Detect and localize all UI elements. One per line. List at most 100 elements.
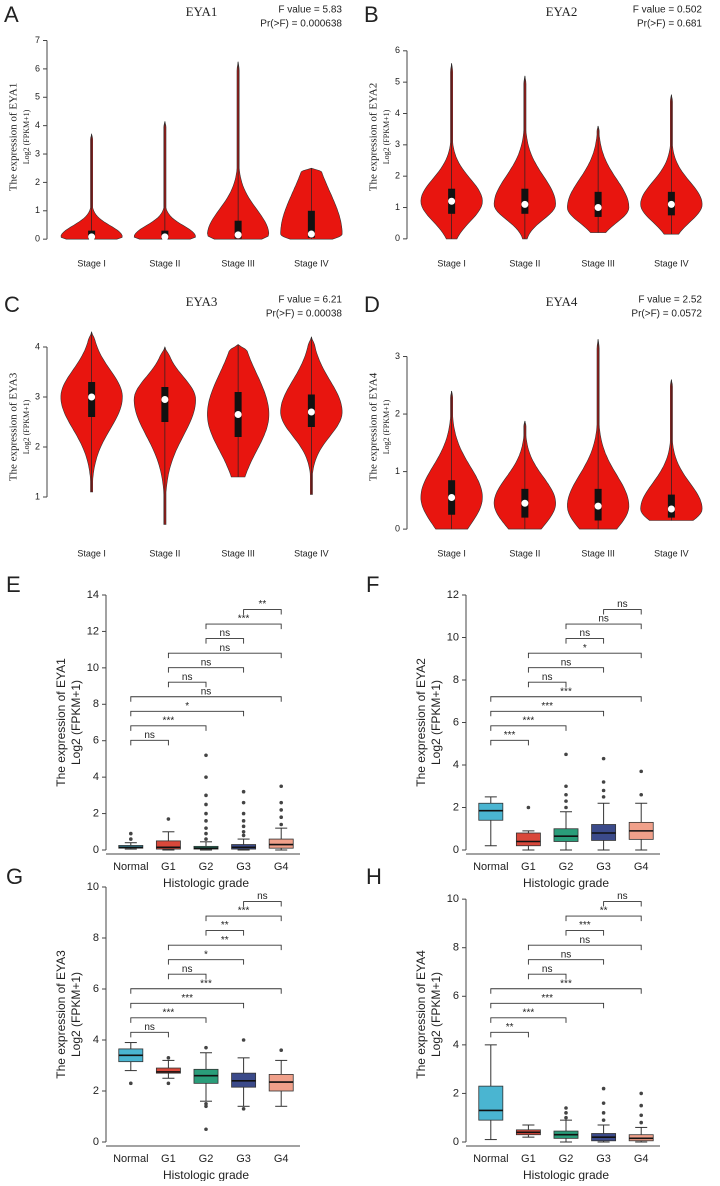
y-tick-label: 1 xyxy=(35,491,40,501)
outlier xyxy=(204,802,208,807)
annotation: Pr(>F) = 0.0572 xyxy=(631,309,702,320)
annotation: F value = 5.83 xyxy=(278,5,342,16)
outlier xyxy=(241,1107,246,1111)
outlier xyxy=(241,1038,246,1042)
y-tick-label: 4 xyxy=(453,1039,459,1051)
x-tick-label: G2 xyxy=(559,1153,574,1165)
significance-bracket xyxy=(167,973,207,980)
significance-bracket xyxy=(603,901,642,907)
y-tick-label: 0 xyxy=(395,523,400,533)
significance-label: ns xyxy=(201,657,212,668)
significance-bracket xyxy=(527,652,642,659)
annotation: F value = 2.52 xyxy=(638,295,702,306)
outlier xyxy=(279,800,284,805)
outlier xyxy=(564,1115,568,1120)
x-axis-title: Histologic grade xyxy=(163,1168,249,1181)
y-axis-subtitle: Log2 (FPKM+1) xyxy=(382,109,391,164)
outlier xyxy=(241,819,246,823)
outlier xyxy=(204,1045,208,1050)
y-axis-title: The expression of EYA3 xyxy=(8,372,20,481)
significance-label: ns xyxy=(144,1022,155,1033)
y-tick-label: 5 xyxy=(395,77,400,87)
significance-label: *** xyxy=(200,978,212,989)
y-tick-label: 2 xyxy=(453,801,459,813)
x-tick-label: G2 xyxy=(559,861,574,873)
y-tick-label: 10 xyxy=(87,662,99,674)
significance-label: *** xyxy=(579,920,591,931)
y-axis-subtitle: Log2 (FPKM+1) xyxy=(429,680,443,765)
outlier xyxy=(526,805,531,810)
outlier xyxy=(204,1127,208,1132)
significance-bracket xyxy=(490,988,642,994)
median-dot xyxy=(234,411,242,418)
median-dot xyxy=(594,502,602,510)
x-tick-label: Stage II xyxy=(509,258,540,268)
x-tick-label: G1 xyxy=(521,861,536,873)
y-tick-label: 2 xyxy=(93,807,99,819)
x-tick-label: Stage III xyxy=(221,258,255,268)
significance-label: ** xyxy=(221,920,229,931)
significance-bracket xyxy=(527,959,605,965)
outlier xyxy=(204,826,208,830)
significance-bracket xyxy=(490,1002,605,1009)
significance-bracket xyxy=(243,609,282,615)
significance-label: *** xyxy=(560,978,572,989)
annotation: F value = 6.21 xyxy=(278,295,342,306)
x-tick-label: G2 xyxy=(199,861,214,873)
outlier xyxy=(129,837,133,841)
panel-label: G xyxy=(6,864,23,889)
significance-label: ns xyxy=(182,964,193,975)
y-tick-label: 1 xyxy=(395,202,400,212)
median-dot xyxy=(88,393,96,401)
x-tick-label: G4 xyxy=(634,1153,649,1165)
median-dot xyxy=(234,231,242,239)
y-tick-label: 6 xyxy=(93,735,99,747)
y-tick-label: 2 xyxy=(35,441,40,451)
outlier xyxy=(279,808,284,812)
outlier xyxy=(166,817,171,821)
box xyxy=(478,802,504,821)
significance-label: * xyxy=(583,643,587,654)
significance-label: ** xyxy=(259,599,267,610)
y-tick-label: 3 xyxy=(35,391,40,401)
outlier xyxy=(564,799,568,803)
significance-label: *** xyxy=(523,1007,535,1018)
outlier xyxy=(601,1101,606,1105)
iqr-bar xyxy=(234,220,242,239)
chart-title: EYA1 xyxy=(186,4,218,19)
significance-label: *** xyxy=(541,701,553,712)
median-dot xyxy=(161,233,169,241)
outlier xyxy=(129,1081,133,1086)
y-tick-label: 2 xyxy=(395,171,400,181)
y-tick-label: 6 xyxy=(35,63,40,73)
median-dot xyxy=(448,493,456,501)
iqr-bar xyxy=(161,387,169,422)
outlier xyxy=(279,1048,284,1052)
significance-label: ns xyxy=(598,614,609,625)
significance-label: *** xyxy=(163,715,175,726)
significance-bracket xyxy=(565,638,605,644)
outlier xyxy=(204,811,208,816)
y-axis-subtitle: Log2 (FPKM+1) xyxy=(382,399,391,454)
significance-label: *** xyxy=(163,1007,175,1018)
significance-bracket xyxy=(130,710,245,717)
significance-label: * xyxy=(185,701,189,712)
outlier xyxy=(639,792,643,797)
outlier xyxy=(564,752,568,757)
panel-label: B xyxy=(364,2,379,27)
median-dot xyxy=(307,230,315,238)
x-tick-label: Stage I xyxy=(437,548,466,558)
significance-bracket xyxy=(130,1031,169,1038)
x-tick-label: G1 xyxy=(161,1153,176,1165)
y-tick-label: 1 xyxy=(35,205,40,215)
x-tick-label: Stage IV xyxy=(294,258,329,268)
annotation: Pr(>F) = 0.000638 xyxy=(260,19,342,30)
significance-bracket xyxy=(167,652,282,659)
significance-bracket xyxy=(130,988,282,994)
x-tick-label: G3 xyxy=(596,1153,611,1165)
significance-label: ** xyxy=(600,906,608,917)
box xyxy=(478,1085,504,1121)
median-dot xyxy=(667,200,675,208)
outlier xyxy=(204,775,208,779)
